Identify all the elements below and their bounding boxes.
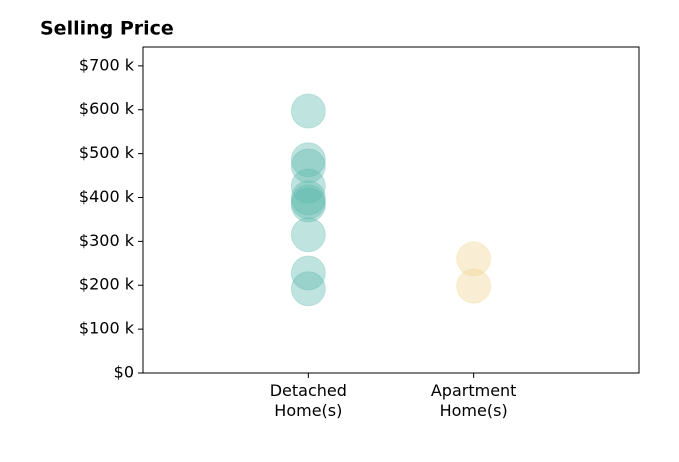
point bbox=[290, 142, 326, 178]
point bbox=[290, 187, 326, 223]
point bbox=[290, 184, 326, 220]
point bbox=[290, 93, 326, 129]
point bbox=[456, 241, 492, 277]
y-tick-label: $300 k bbox=[79, 231, 135, 250]
point bbox=[456, 268, 492, 304]
point bbox=[290, 255, 326, 291]
x-tick-label: Apartment Home(s) bbox=[430, 381, 517, 420]
y-tick-label: $700 k bbox=[79, 55, 135, 74]
point bbox=[290, 217, 326, 253]
x-tick-label: Detached Home(s) bbox=[269, 381, 347, 420]
point bbox=[290, 168, 326, 204]
plot-frame bbox=[142, 46, 640, 374]
y-tick-label: $200 k bbox=[79, 275, 135, 294]
point bbox=[290, 271, 326, 307]
y-tick-label: $400 k bbox=[79, 187, 135, 206]
point bbox=[290, 180, 326, 216]
y-tick-label: $100 k bbox=[79, 319, 135, 338]
y-tick-label: $600 k bbox=[79, 99, 135, 118]
chart-title: Selling Price bbox=[40, 18, 174, 40]
y-tick-label: $0 bbox=[114, 363, 134, 382]
y-tick-label: $500 k bbox=[79, 143, 135, 162]
point bbox=[290, 148, 326, 184]
